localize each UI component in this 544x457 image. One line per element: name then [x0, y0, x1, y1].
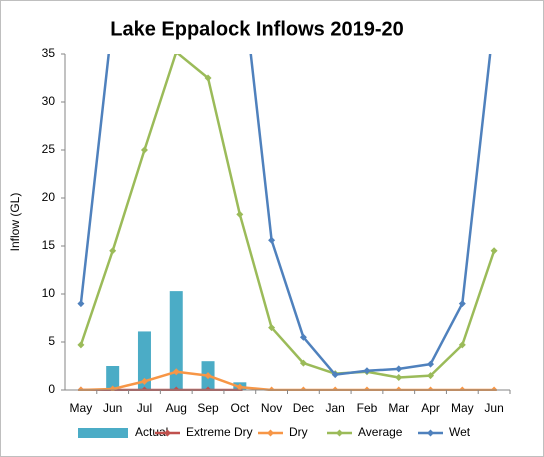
x-tick-label: Aug	[166, 401, 187, 415]
marker	[363, 367, 371, 375]
x-tick-label: Sep	[197, 401, 219, 415]
chart-title: Lake Eppalock Inflows 2019-20	[110, 18, 403, 40]
marker	[299, 333, 307, 341]
legend-label: Actual	[135, 425, 168, 439]
legend-label: Wet	[449, 425, 471, 439]
marker	[174, 54, 178, 56]
y-tick-label: 35	[42, 46, 56, 60]
x-tick-label: Nov	[261, 401, 282, 415]
y-axis-label: Inflow (GL)	[8, 193, 22, 252]
legend-label: Extreme Dry	[186, 425, 253, 439]
y-tick-label: 5	[48, 334, 55, 348]
x-tick-label: Jun	[103, 401, 122, 415]
bar	[169, 291, 183, 390]
x-tick-label: Jul	[137, 401, 152, 415]
legend-swatch	[78, 428, 128, 438]
legend-swatch	[267, 429, 274, 437]
marker	[427, 372, 435, 380]
marker	[427, 360, 435, 368]
marker	[109, 247, 117, 255]
x-tick-label: Jan	[325, 401, 344, 415]
marker	[395, 374, 403, 382]
y-tick-label: 15	[42, 238, 56, 252]
legend-swatch	[336, 429, 343, 437]
x-tick-label: Dec	[293, 401, 314, 415]
legend-swatch	[164, 429, 171, 437]
legend-label: Dry	[289, 425, 308, 439]
marker	[458, 300, 466, 308]
marker	[268, 324, 276, 332]
y-tick-label: 30	[42, 94, 56, 108]
x-tick-label: May	[451, 401, 474, 415]
x-tick-label: Apr	[421, 401, 440, 415]
x-tick-label: May	[70, 401, 93, 415]
legend-swatch	[427, 429, 434, 437]
marker	[204, 74, 212, 82]
marker	[77, 300, 85, 308]
legend-label: Average	[358, 425, 403, 439]
marker	[490, 247, 498, 255]
y-tick-label: 25	[42, 142, 56, 156]
marker	[236, 210, 244, 218]
marker	[236, 383, 244, 391]
marker	[172, 368, 180, 376]
y-tick-label: 20	[42, 190, 56, 204]
marker	[204, 372, 212, 380]
y-tick-label: 10	[42, 286, 56, 300]
x-tick-label: Oct	[230, 401, 249, 415]
marker	[395, 365, 403, 373]
bar	[137, 331, 151, 390]
marker	[299, 359, 307, 367]
plot-area	[77, 54, 498, 391]
marker	[331, 371, 339, 379]
y-tick-label: 0	[48, 382, 55, 396]
line	[79, 54, 496, 379]
bar	[106, 366, 120, 390]
marker	[77, 341, 85, 349]
marker	[458, 341, 466, 349]
marker	[140, 146, 148, 154]
x-tick-label: Feb	[357, 401, 378, 415]
x-tick-label: Mar	[388, 401, 409, 415]
marker	[140, 377, 148, 385]
x-tick-label: Jun	[484, 401, 503, 415]
marker	[268, 236, 276, 244]
